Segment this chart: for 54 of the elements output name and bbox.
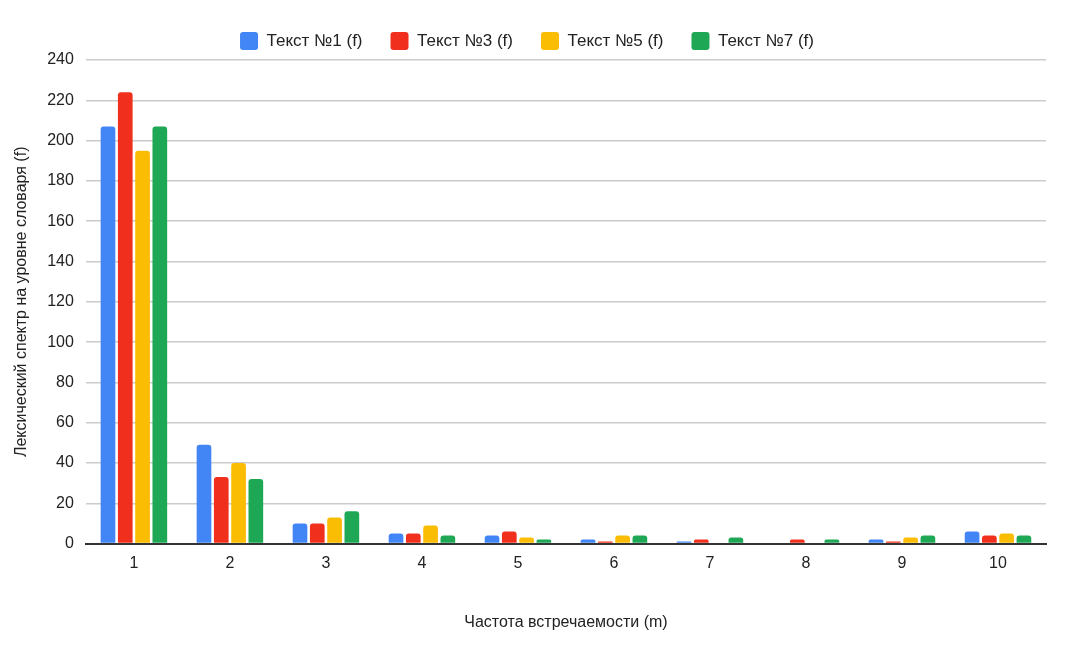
y-tick-label: 140 bbox=[47, 251, 74, 269]
bar bbox=[231, 463, 246, 543]
x-tick-label: 4 bbox=[417, 553, 427, 571]
bar bbox=[344, 511, 360, 543]
y-tick-label: 160 bbox=[47, 211, 74, 229]
bar bbox=[1016, 535, 1032, 543]
bar bbox=[999, 533, 1014, 543]
x-axis-title: Частота встречаемости (m) bbox=[464, 612, 668, 630]
bar bbox=[213, 477, 229, 543]
y-axis-title: Лексический спектр на уровне словаря (f) bbox=[12, 146, 30, 458]
bar bbox=[327, 517, 342, 543]
bar bbox=[248, 479, 264, 543]
bar bbox=[982, 535, 997, 543]
y-tick-label: 80 bbox=[56, 372, 74, 390]
y-tick-label: 120 bbox=[47, 292, 74, 310]
bar bbox=[135, 150, 150, 543]
bar bbox=[920, 535, 936, 543]
legend-label: Текст №5 (f) bbox=[567, 30, 664, 50]
x-tick-label: 5 bbox=[513, 553, 523, 571]
x-tick-label: 2 bbox=[225, 553, 235, 571]
bar bbox=[440, 535, 456, 543]
bar bbox=[100, 126, 116, 543]
bar bbox=[152, 126, 168, 543]
x-tick-label: 3 bbox=[321, 553, 331, 571]
x-tick-label: 9 bbox=[897, 553, 907, 571]
y-tick-label: 220 bbox=[47, 90, 74, 108]
y-tick-label: 240 bbox=[47, 50, 74, 68]
y-tick-label: 100 bbox=[47, 332, 74, 350]
legend-label: Текст №1 (f) bbox=[266, 30, 363, 50]
x-tick-label: 8 bbox=[801, 553, 811, 571]
y-tick-label: 0 bbox=[64, 534, 74, 552]
bar bbox=[117, 92, 133, 543]
y-tick-label: 200 bbox=[47, 131, 74, 149]
bar bbox=[405, 533, 421, 543]
y-tick-label: 40 bbox=[56, 453, 74, 471]
x-tick-label: 10 bbox=[989, 553, 1007, 571]
legend-label: Текст №3 (f) bbox=[417, 30, 513, 50]
bar bbox=[292, 523, 308, 543]
y-tick-label: 20 bbox=[56, 493, 74, 511]
legend-label: Текст №7 (f) bbox=[717, 30, 814, 50]
x-tick-label: 6 bbox=[609, 553, 619, 571]
bar bbox=[309, 523, 325, 543]
bar bbox=[196, 444, 212, 543]
bar bbox=[484, 535, 500, 543]
x-tick-label: 1 bbox=[129, 553, 139, 571]
x-tick-label: 7 bbox=[705, 553, 715, 571]
bar bbox=[615, 535, 630, 543]
y-tick-label: 180 bbox=[47, 171, 74, 189]
bar bbox=[388, 533, 404, 543]
y-tick-label: 60 bbox=[56, 413, 74, 431]
bar bbox=[632, 535, 648, 543]
bar bbox=[964, 531, 980, 543]
bar bbox=[501, 531, 517, 543]
bar bbox=[423, 525, 438, 543]
